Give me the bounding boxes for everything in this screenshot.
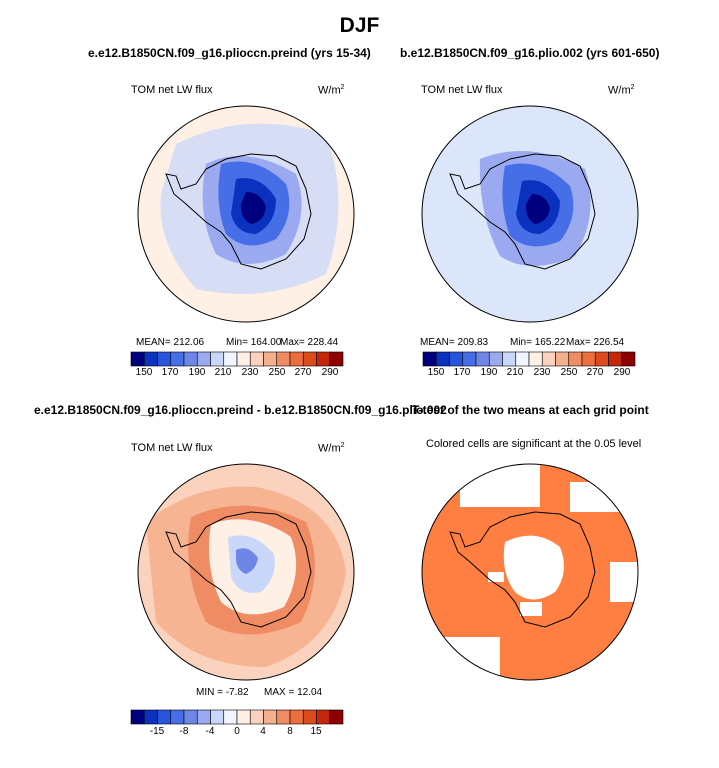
panel1-variable: TOM net LW flux bbox=[131, 84, 213, 96]
panel3-map bbox=[137, 463, 355, 681]
panel2-min: Min= 165.22 bbox=[510, 337, 566, 348]
colorbar-swatch bbox=[223, 351, 238, 367]
colorbar-swatch bbox=[594, 351, 609, 367]
panel2-colorbar-tick: 290 bbox=[613, 367, 631, 378]
panel1-colorbar-tick: 170 bbox=[161, 367, 179, 378]
colorbar-swatch bbox=[170, 709, 185, 725]
panel3-min: MIN = -7.82 bbox=[196, 687, 249, 698]
colorbar-swatch bbox=[316, 351, 331, 367]
colorbar-swatch bbox=[515, 351, 530, 367]
panel4-title: T-test of the two means at each grid poi… bbox=[412, 403, 649, 417]
panel3-title: e.e12.B1850CN.f09_g16.pliocсn.preind - b… bbox=[34, 403, 447, 417]
colorbar-swatch bbox=[502, 351, 517, 367]
panel2-mean: MEAN= 209.83 bbox=[420, 337, 489, 348]
panel1-colorbar-tick: 290 bbox=[321, 367, 339, 378]
panel3-colorbar-tick: -8 bbox=[179, 726, 189, 737]
panel1-map bbox=[137, 105, 355, 323]
colorbar-swatch bbox=[462, 351, 477, 367]
panel2-colorbar-tick: 210 bbox=[506, 367, 524, 378]
colorbar-swatch bbox=[488, 351, 503, 367]
panel2-colorbar bbox=[422, 351, 636, 367]
panel3-colorbar-tick: 8 bbox=[287, 726, 293, 737]
colorbar-swatch bbox=[302, 351, 317, 367]
colorbar-swatch bbox=[130, 351, 145, 367]
colorbar-swatch bbox=[210, 351, 225, 367]
colorbar-swatch bbox=[249, 351, 264, 367]
colorbar-swatch bbox=[568, 351, 583, 367]
colorbar-swatch bbox=[157, 351, 172, 367]
colorbar-swatch bbox=[223, 709, 238, 725]
panel2-colorbar-tick: 250 bbox=[560, 367, 578, 378]
panel4-map bbox=[421, 463, 639, 681]
panel3-colorbar-tick: 15 bbox=[310, 726, 322, 737]
panel1-colorbar-tick: 150 bbox=[135, 367, 153, 378]
panel3-units: W/m2 bbox=[318, 442, 345, 455]
panel2-max: Max= 226.54 bbox=[566, 337, 625, 348]
colorbar-swatch bbox=[528, 351, 543, 367]
colorbar-swatch bbox=[449, 351, 464, 367]
panel1-min: Min= 164.00 bbox=[226, 337, 282, 348]
panel3-variable: TOM net LW flux bbox=[131, 442, 213, 454]
colorbar-swatch bbox=[236, 709, 251, 725]
panel3-max: MAX = 12.04 bbox=[264, 687, 323, 698]
panel2-colorbar-tick: 230 bbox=[533, 367, 551, 378]
main-title: DJF bbox=[339, 14, 380, 37]
colorbar-swatch bbox=[608, 351, 623, 367]
colorbar-swatch bbox=[183, 709, 198, 725]
panel4-note: Colored cells are significant at the 0.0… bbox=[426, 438, 642, 450]
colorbar-swatch bbox=[329, 709, 344, 725]
colorbar-swatch bbox=[316, 709, 331, 725]
panel1-title: e.e12.B1850CN.f09_g16.pliocсn.preind (yr… bbox=[88, 46, 371, 60]
panel2-colorbar-tick: 270 bbox=[586, 367, 604, 378]
colorbar-swatch bbox=[196, 351, 211, 367]
panel2-map bbox=[421, 105, 639, 323]
colorbar-swatch bbox=[263, 709, 278, 725]
panel2-colorbar-tick: 190 bbox=[480, 367, 498, 378]
colorbar-swatch bbox=[196, 709, 211, 725]
panel3-colorbar-tick: -15 bbox=[149, 726, 165, 737]
colorbar-swatch bbox=[130, 709, 145, 725]
colorbar-swatch bbox=[170, 351, 185, 367]
colorbar-swatch bbox=[183, 351, 198, 367]
colorbar-swatch bbox=[249, 709, 264, 725]
panel3-colorbar-tick: -4 bbox=[205, 726, 215, 737]
colorbar-swatch bbox=[143, 709, 158, 725]
colorbar-swatch bbox=[329, 351, 344, 367]
panel1-colorbar bbox=[130, 351, 344, 367]
panel3-colorbar-tick: 0 bbox=[234, 726, 240, 737]
colorbar-swatch bbox=[236, 351, 251, 367]
panel3-colorbar bbox=[130, 709, 344, 725]
panel1-max: Max= 228.44 bbox=[280, 337, 339, 348]
colorbar-swatch bbox=[157, 709, 172, 725]
colorbar-swatch bbox=[210, 709, 225, 725]
panel2-title: b.e12.B1850CN.f09_g16.plio.002 (yrs 601-… bbox=[400, 46, 660, 60]
colorbar-swatch bbox=[555, 351, 570, 367]
panel2-colorbar-tick: 150 bbox=[427, 367, 445, 378]
panel1-colorbar-tick: 250 bbox=[268, 367, 286, 378]
colorbar-swatch bbox=[276, 709, 291, 725]
panel1-colorbar-tick: 230 bbox=[241, 367, 259, 378]
panel2-variable: TOM net LW flux bbox=[421, 84, 503, 96]
colorbar-swatch bbox=[581, 351, 596, 367]
colorbar-swatch bbox=[276, 351, 291, 367]
colorbar-swatch bbox=[289, 709, 304, 725]
colorbar-swatch bbox=[263, 351, 278, 367]
panel1-colorbar-tick: 190 bbox=[188, 367, 206, 378]
colorbar-swatch bbox=[621, 351, 636, 367]
colorbar-swatch bbox=[422, 351, 437, 367]
colorbar-swatch bbox=[143, 351, 158, 367]
colorbar-swatch bbox=[289, 351, 304, 367]
panel1-mean: MEAN= 212.06 bbox=[136, 337, 205, 348]
colorbar-swatch bbox=[302, 709, 317, 725]
panel1-colorbar-tick: 270 bbox=[294, 367, 312, 378]
panel1-colorbar-tick: 210 bbox=[214, 367, 232, 378]
panel1-units: W/m2 bbox=[318, 84, 345, 97]
panel2-colorbar-tick: 170 bbox=[453, 367, 471, 378]
colorbar-swatch bbox=[541, 351, 556, 367]
colorbar-swatch bbox=[475, 351, 490, 367]
colorbar-swatch bbox=[435, 351, 450, 367]
panel3-colorbar-tick: 4 bbox=[260, 726, 266, 737]
panel2-units: W/m2 bbox=[608, 84, 635, 97]
